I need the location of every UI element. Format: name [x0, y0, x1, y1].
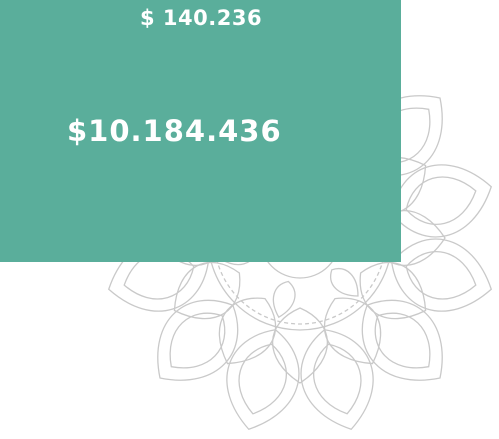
main-amount: $10.184.436 [67, 114, 282, 148]
summary-panel: $ 140.236 $10.184.436 [0, 0, 401, 262]
page: $ 140.236 $10.184.436 (() => { const dat… [0, 0, 499, 439]
top-amount: $ 140.236 [140, 6, 262, 30]
